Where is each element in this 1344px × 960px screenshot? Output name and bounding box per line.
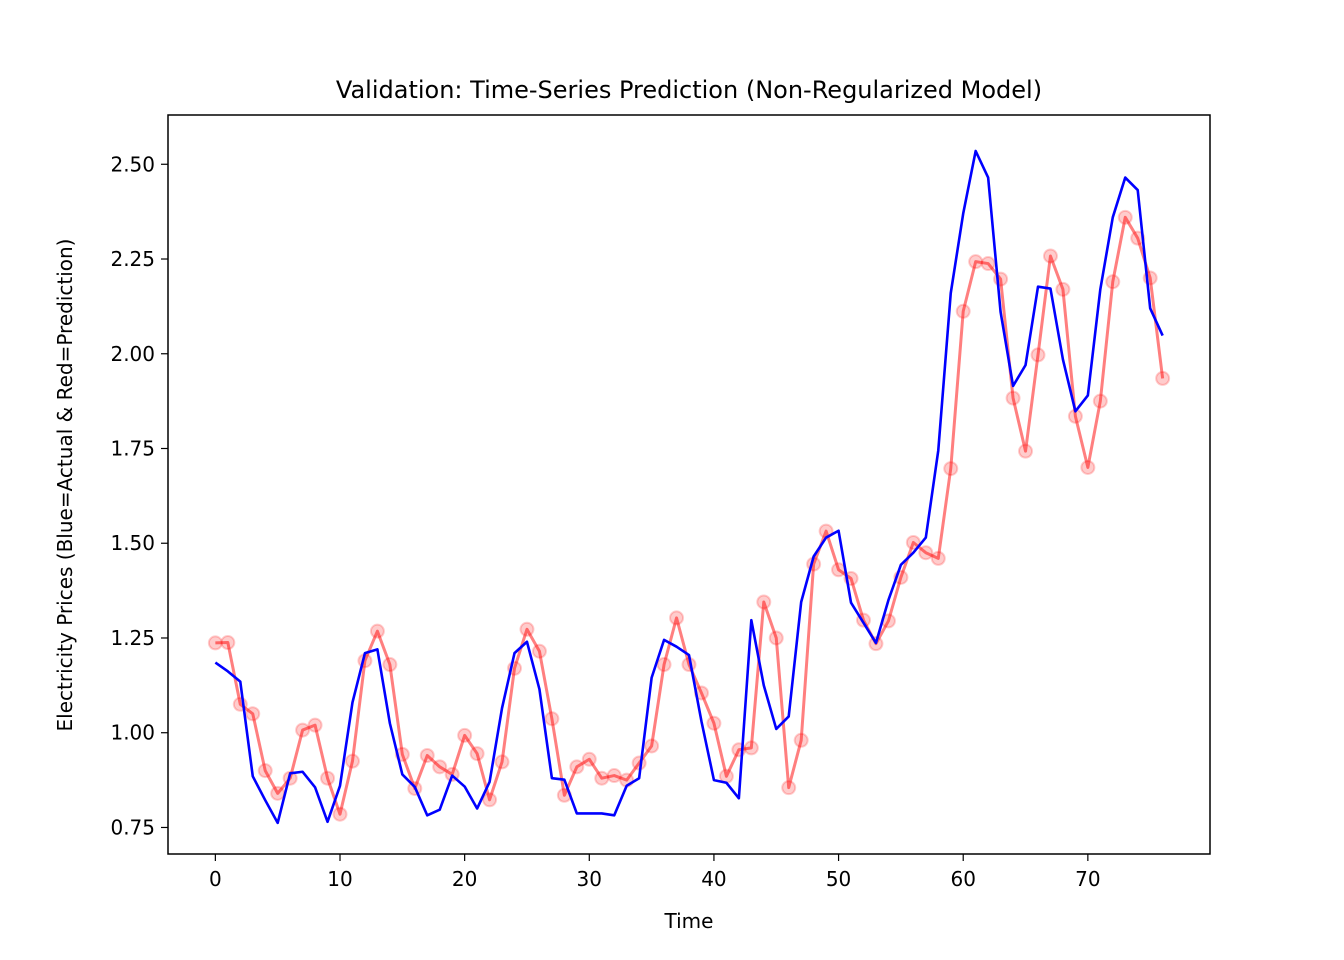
prediction-point (332, 806, 348, 822)
prediction-point (1080, 459, 1096, 475)
x-tick-label: 20 (452, 867, 477, 891)
prediction-point (270, 785, 286, 801)
prediction-point (918, 545, 934, 561)
prediction-point (245, 706, 261, 722)
prediction-point (344, 753, 360, 769)
prediction-point (905, 534, 921, 550)
x-tick-label: 10 (327, 867, 352, 891)
y-tick-label: 1.25 (110, 626, 155, 650)
prediction-point (257, 763, 273, 779)
y-tick-label: 0.75 (110, 815, 155, 839)
prediction-point (706, 715, 722, 731)
prediction-point (1018, 443, 1034, 459)
prediction-point (531, 643, 547, 659)
prediction-point (382, 657, 398, 673)
prediction-point (432, 759, 448, 775)
prediction-point (469, 746, 485, 762)
prediction-point (831, 562, 847, 578)
prediction-point (320, 770, 336, 786)
prediction-point (1155, 370, 1171, 386)
prediction-point (968, 254, 984, 270)
prediction-point (594, 770, 610, 786)
prediction-point (494, 754, 510, 770)
prediction-point (482, 792, 498, 808)
prediction-point (295, 722, 311, 738)
prediction-point (519, 621, 535, 637)
prediction-point (656, 657, 672, 673)
y-tick-label: 2.00 (110, 342, 155, 366)
prediction-point (207, 635, 223, 651)
prediction-point (781, 780, 797, 796)
prediction-point (743, 740, 759, 756)
chart-title: Validation: Time-Series Prediction (Non-… (336, 76, 1042, 104)
prediction-point (768, 630, 784, 646)
y-tick-label: 2.25 (110, 247, 155, 271)
prediction-point (1092, 393, 1108, 409)
series-layer (207, 149, 1171, 825)
prediction-point (544, 711, 560, 727)
prediction-point (1030, 347, 1046, 363)
prediction-line (215, 215, 1165, 816)
prediction-point (569, 759, 585, 775)
prediction-point (307, 717, 323, 733)
actual-line (214, 149, 1164, 825)
y-tick-label: 1.50 (110, 531, 155, 555)
x-axis-title: Time (664, 909, 714, 933)
x-tick-label: 50 (826, 867, 851, 891)
prediction-point (930, 550, 946, 566)
x-tick-label: 70 (1075, 867, 1100, 891)
plot-frame (167, 114, 1211, 855)
prediction-series (207, 209, 1171, 822)
prediction-point (955, 303, 971, 319)
prediction-point (1005, 390, 1021, 406)
prediction-point (631, 755, 647, 771)
prediction-point (581, 751, 597, 767)
prediction-point (606, 768, 622, 784)
prediction-point (1130, 230, 1146, 246)
x-tick-label: 30 (577, 867, 602, 891)
y-tick-label: 1.75 (110, 436, 155, 460)
actual-series (214, 149, 1164, 825)
prediction-point (756, 594, 772, 610)
prediction-point (369, 623, 385, 639)
prediction-point (1117, 209, 1133, 225)
prediction-point (943, 461, 959, 477)
y-tick-label: 1.00 (110, 721, 155, 745)
prediction-point (419, 747, 435, 763)
prediction-point (1055, 281, 1071, 297)
prediction-point (457, 727, 473, 743)
y-axis-title: Electricity Prices (Blue=Actual & Red=Pr… (53, 239, 77, 732)
y-tick-label: 2.50 (110, 152, 155, 176)
x-tick-label: 0 (209, 867, 222, 891)
prediction-point (1042, 248, 1058, 264)
axes-layer: 0 10 20 30 40 50 60 70 0.75 1.00 1.25 1.50 1.75 2.00 2… (110, 152, 1100, 891)
prediction-point (1105, 274, 1121, 290)
prediction-point (220, 635, 236, 651)
prediction-point (793, 732, 809, 748)
x-tick-label: 40 (701, 867, 726, 891)
x-tick-label: 60 (950, 867, 975, 891)
prediction-point (980, 256, 996, 272)
prediction-point (644, 738, 660, 754)
prediction-point (669, 610, 685, 626)
